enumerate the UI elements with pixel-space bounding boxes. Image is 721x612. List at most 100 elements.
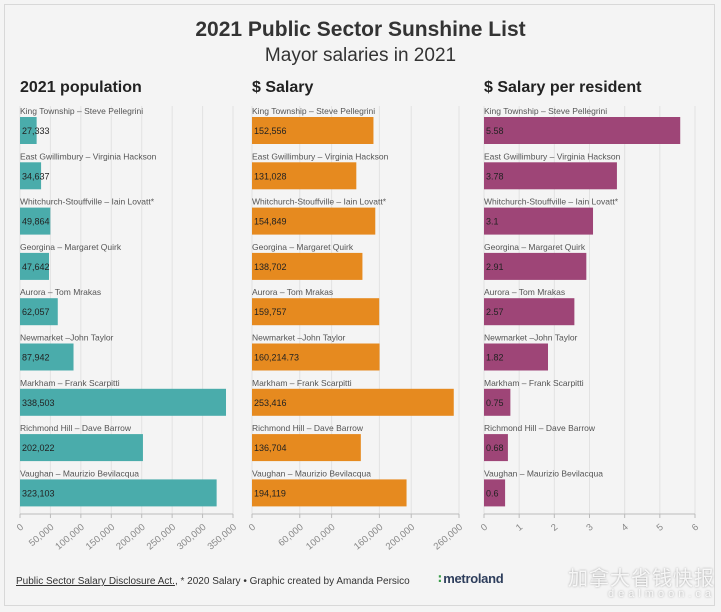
bar — [20, 207, 51, 235]
metroland-logo: ∶ metroland — [438, 571, 504, 586]
value-label: 49,864 — [22, 217, 50, 227]
bar — [20, 162, 42, 190]
watermark-chinese: 加拿大省钱快报 — [568, 568, 715, 590]
tick-label: 5 — [655, 522, 666, 534]
bar — [484, 117, 681, 144]
bar — [484, 343, 549, 371]
tick-label: 160,000 — [352, 522, 385, 553]
bar — [252, 388, 454, 416]
value-label: 160,214.73 — [254, 353, 299, 363]
value-label: 2.57 — [486, 307, 504, 317]
value-label: 323,103 — [22, 488, 55, 498]
category-label: Georgina – Margaret Quirk — [252, 242, 354, 252]
watermark-domain: dealmoon.ca — [608, 588, 715, 600]
tick-label: 260,000 — [432, 522, 465, 553]
bar — [252, 479, 407, 507]
bar — [484, 479, 506, 507]
category-label: Whitchurch-Stouffville – Iain Lovatt* — [484, 197, 619, 207]
tick-label: 6 — [690, 522, 701, 534]
category-label: King Township – Steve Pellegrini — [20, 106, 143, 116]
category-label: Richmond Hill – Dave Barrow — [20, 423, 132, 433]
tick-label: 0 — [247, 522, 258, 534]
value-label: 0.6 — [486, 488, 499, 498]
bar — [484, 207, 594, 235]
category-label: Newmarket –John Taylor — [20, 333, 114, 343]
category-label: East Gwillimbury – Virginia Hackson — [20, 151, 157, 161]
bar — [252, 343, 380, 371]
bar — [20, 479, 217, 507]
category-label: Vaughan – Maurizio Bevilacqua — [20, 468, 139, 478]
tick-label: 50,000 — [27, 522, 56, 549]
tick-label: 0 — [15, 522, 26, 534]
tick-label: 150,000 — [84, 522, 117, 553]
footer-credit: , * 2020 Salary • Graphic created by Ama… — [174, 576, 410, 587]
value-label: 338,503 — [22, 398, 55, 408]
tick-label: 200,000 — [114, 522, 147, 553]
bar — [484, 252, 587, 280]
category-label: Markham – Frank Scarpitti — [252, 378, 352, 388]
tick-label: 200,000 — [384, 522, 417, 553]
category-label: Richmond Hill – Dave Barrow — [484, 423, 596, 433]
value-label: 131,028 — [254, 171, 287, 181]
category-label: Newmarket –John Taylor — [252, 333, 346, 343]
category-label: Aurora – Tom Mrakas — [252, 287, 333, 297]
panel-title-population: 2021 population — [20, 79, 142, 96]
panel-title-salary-per-resident: $ Salary per resident — [484, 79, 642, 96]
category-label: Markham – Frank Scarpitti — [484, 378, 584, 388]
value-label: 152,556 — [254, 126, 287, 136]
bar — [252, 434, 361, 462]
chart-title: 2021 Public Sector Sunshine List — [195, 18, 526, 41]
category-label: Aurora – Tom Mrakas — [484, 287, 565, 297]
chart-subtitle: Mayor salaries in 2021 — [264, 45, 457, 66]
category-label: King Township – Steve Pellegrini — [484, 106, 607, 116]
bar — [20, 388, 227, 416]
category-label: Aurora – Tom Mrakas — [20, 287, 101, 297]
tick-label: 1 — [514, 522, 525, 534]
tick-label: 100,000 — [304, 522, 337, 553]
bar — [20, 117, 37, 144]
category-label: Vaughan – Maurizio Bevilacqua — [484, 468, 603, 478]
value-label: 138,702 — [254, 262, 287, 272]
value-label: 1.82 — [486, 353, 504, 363]
category-label: Georgina – Margaret Quirk — [484, 242, 586, 252]
bar — [484, 434, 508, 462]
bar — [20, 298, 58, 326]
tick-label: 4 — [619, 522, 630, 534]
bar — [252, 162, 357, 190]
tick-label: 3 — [584, 522, 595, 534]
bar — [252, 207, 376, 235]
bar — [252, 117, 374, 144]
category-label: Whitchurch-Stouffville – Iain Lovatt* — [252, 197, 387, 207]
bar — [484, 388, 511, 416]
tick-label: 350,000 — [206, 522, 239, 553]
logo-text: metroland — [443, 571, 504, 586]
value-label: 159,757 — [254, 307, 287, 317]
bar — [484, 162, 617, 190]
disclosure-act-link[interactable]: Public Sector Salary Disclosure Act. — [16, 576, 175, 587]
logo-dots-icon: ∶ — [438, 571, 442, 586]
value-label: 154,849 — [254, 217, 287, 227]
footer: Public Sector Salary Disclosure Act., * … — [16, 576, 410, 587]
value-label: 5.58 — [486, 126, 504, 136]
value-label: 0.68 — [486, 443, 504, 453]
value-label: 202,022 — [22, 443, 55, 453]
bar — [252, 298, 380, 326]
category-label: Markham – Frank Scarpitti — [20, 378, 120, 388]
bar — [20, 434, 143, 462]
tick-label: 250,000 — [145, 522, 178, 553]
category-label: Georgina – Margaret Quirk — [20, 242, 122, 252]
category-label: Richmond Hill – Dave Barrow — [252, 423, 364, 433]
category-label: King Township – Steve Pellegrini — [252, 106, 375, 116]
value-label: 3.78 — [486, 171, 504, 181]
bar — [20, 343, 74, 371]
category-label: Vaughan – Maurizio Bevilacqua — [252, 468, 371, 478]
value-label: 2.91 — [486, 262, 504, 272]
value-label: 62,057 — [22, 307, 50, 317]
category-label: East Gwillimbury – Virginia Hackson — [484, 151, 621, 161]
tick-label: 300,000 — [175, 522, 208, 553]
tick-label: 2 — [549, 522, 560, 534]
bar — [484, 298, 575, 326]
category-label: East Gwillimbury – Virginia Hackson — [252, 151, 389, 161]
value-label: 0.75 — [486, 398, 504, 408]
